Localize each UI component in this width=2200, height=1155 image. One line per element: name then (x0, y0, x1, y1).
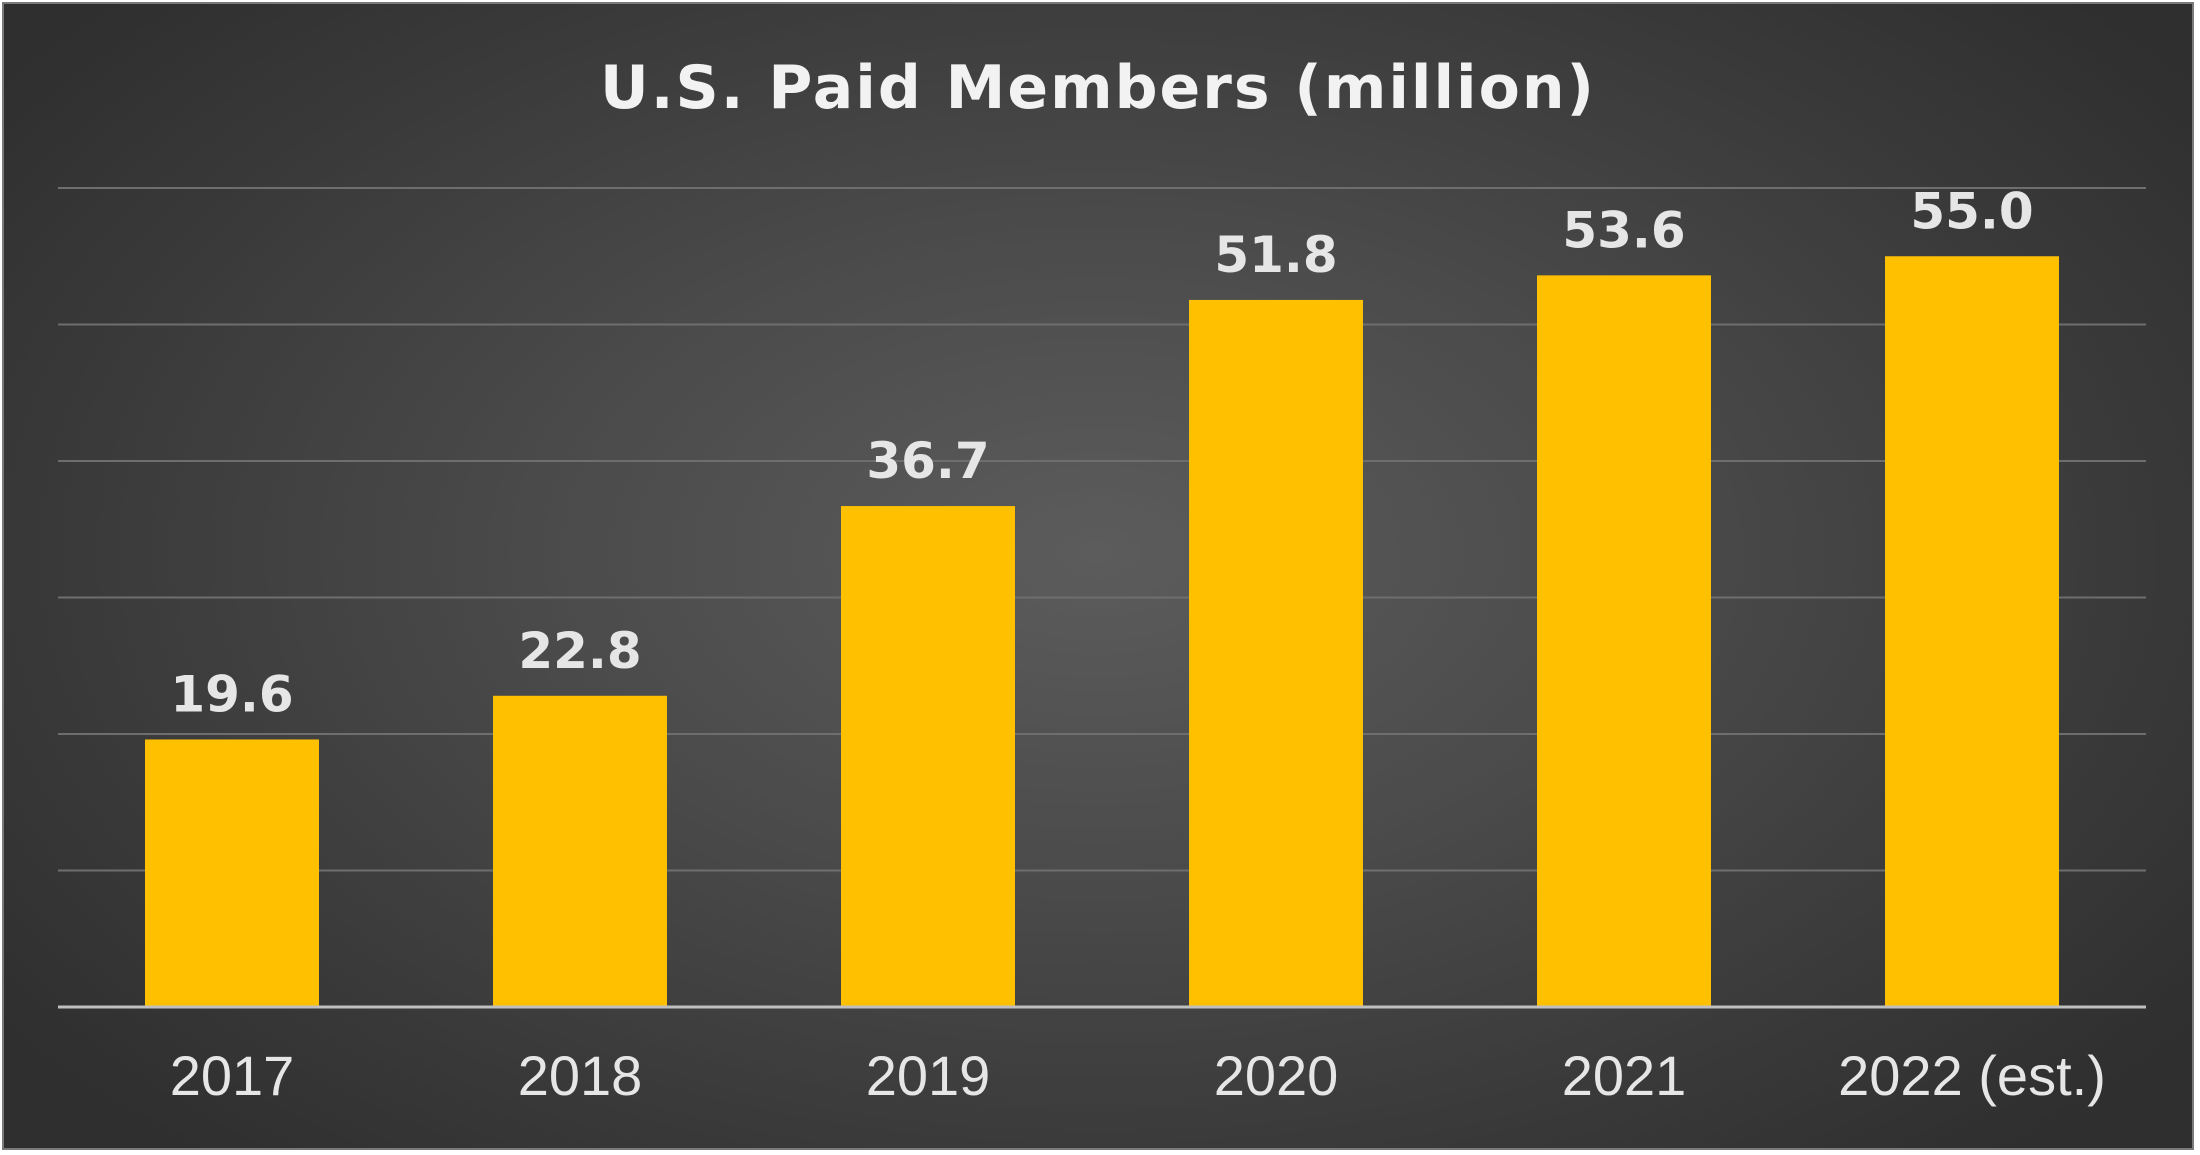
x-tick-label: 2019 (866, 1044, 991, 1107)
data-label: 19.6 (170, 665, 293, 723)
data-labels: 19.6 22.8 36.7 51.8 53.6 55.0 (170, 182, 2033, 723)
gridlines (58, 187, 2146, 872)
data-label: 51.8 (1214, 226, 1337, 284)
data-label: 36.7 (866, 432, 989, 490)
bar-2022-est (1885, 256, 2059, 1007)
bar-2020 (1189, 299, 1363, 1007)
chart-title: U.S. Paid Members (million) (600, 53, 1596, 123)
data-label: 55.0 (1910, 182, 2033, 240)
x-tick-label: 2021 (1562, 1044, 1687, 1107)
x-tick-label: 2017 (170, 1044, 295, 1107)
bar-2018 (493, 695, 667, 1007)
bars (145, 256, 2059, 1007)
x-tick-label: 2022 (est.) (1838, 1044, 2106, 1107)
bar-2017 (145, 739, 319, 1007)
x-tick-labels: 2017 2018 2019 2020 2021 2022 (est.) (170, 1044, 2106, 1107)
x-tick-label: 2018 (518, 1044, 643, 1107)
bar-2021 (1537, 275, 1711, 1007)
x-tick-label: 2020 (1214, 1044, 1339, 1107)
bar-chart-plot: 19.6 22.8 36.7 51.8 53.6 55.0 2017 2018 2019 202… (58, 182, 2146, 1107)
bar-2019 (841, 506, 1015, 1007)
data-label: 22.8 (518, 622, 641, 680)
data-label: 53.6 (1562, 201, 1685, 259)
